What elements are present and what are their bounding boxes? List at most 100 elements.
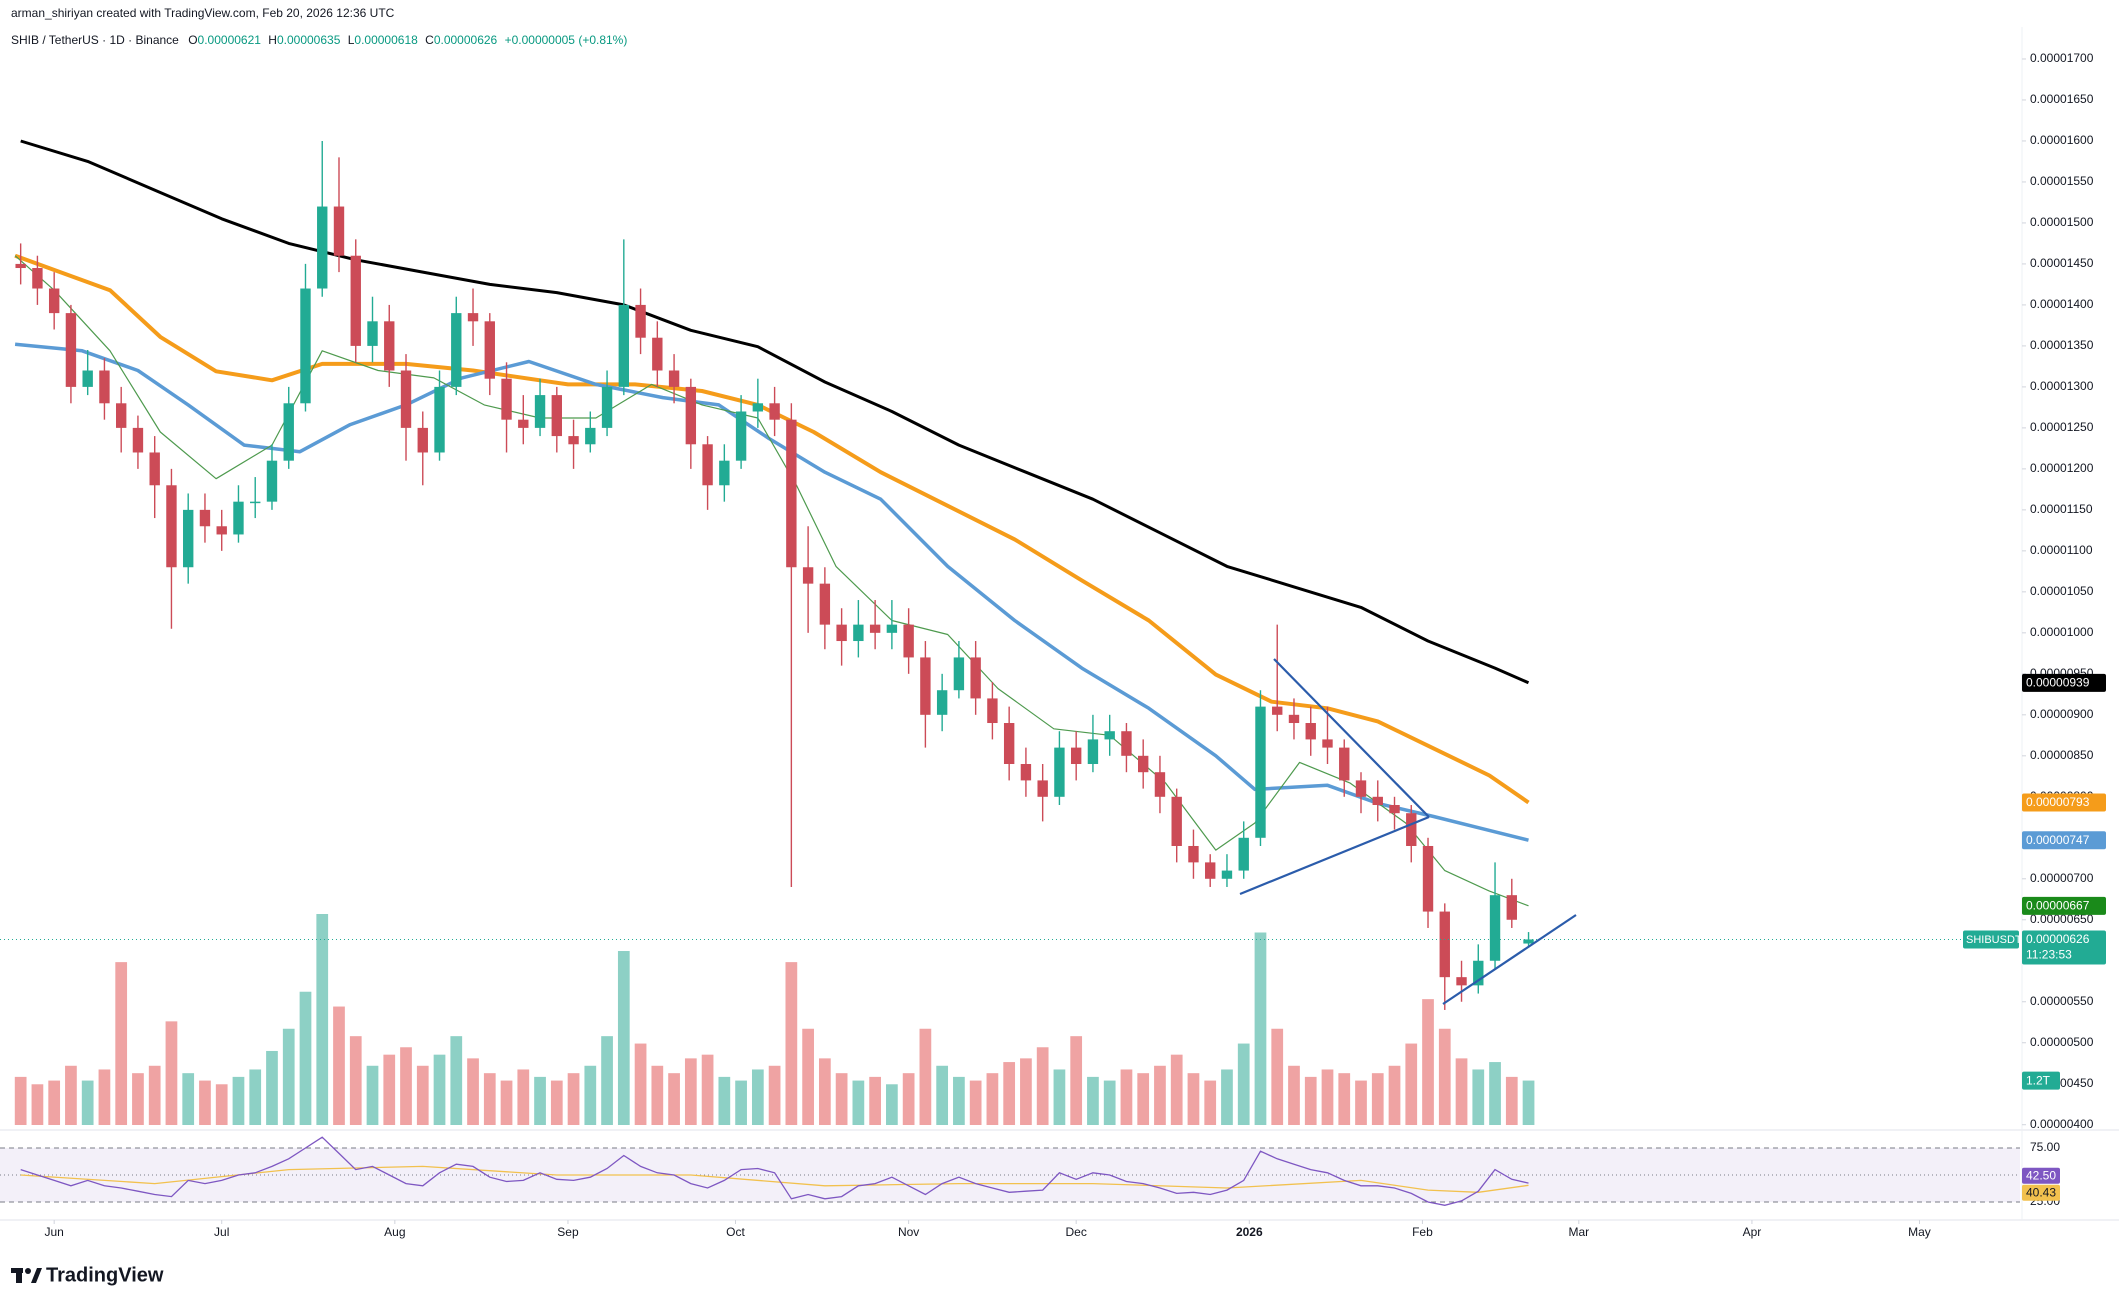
ma-value-tag: 0.00000747 [2026, 833, 2090, 847]
ohlc-value: 0.00000626 [434, 33, 498, 47]
volume-bar [450, 1036, 463, 1125]
y-tick-label: 0.00001550 [2030, 174, 2094, 188]
candle-body [32, 268, 43, 289]
volume-bar [668, 1073, 680, 1125]
volume-bar [601, 1036, 613, 1125]
volume-bar [852, 1080, 865, 1125]
volume-bar [735, 1080, 747, 1125]
volume-bar [182, 1073, 195, 1125]
volume-bar [215, 1084, 228, 1125]
candle-body [15, 263, 26, 269]
moving-average-line [20, 139, 1530, 685]
candle-body [1138, 755, 1149, 773]
credit: arman_shiriyan created with TradingView.… [11, 6, 395, 20]
candle-body [853, 624, 864, 642]
candle-body [166, 485, 177, 568]
candle-body [752, 403, 764, 412]
volume-bar [718, 1076, 731, 1125]
volume-bar [1422, 999, 1434, 1125]
volume-bar [132, 1073, 144, 1125]
x-tick-label: Oct [726, 1225, 745, 1239]
price-tag: 0.00000626 [2026, 932, 2090, 946]
volume-bar [1489, 1062, 1501, 1125]
volume-bar [835, 1073, 848, 1125]
volume-bar [969, 1080, 982, 1125]
y-tick-label: 0.00001700 [2030, 51, 2094, 65]
ma-value-tag: 0.00000793 [2026, 795, 2090, 809]
volume-bar [1103, 1080, 1116, 1125]
candle-body [216, 526, 227, 535]
candle-body [250, 501, 261, 504]
trendline [1442, 914, 1577, 1005]
ohlc-label: C [425, 33, 434, 47]
symbol: SHIB / TetherUS · 1D · Binance [11, 33, 179, 47]
x-tick-label: Apr [1743, 1225, 1762, 1239]
volume-bar [1003, 1062, 1016, 1125]
candle-body [1188, 845, 1199, 863]
candle-body [819, 583, 831, 625]
candle-body [400, 370, 412, 428]
ma-value-tag: 0.00000667 [2026, 899, 2090, 913]
volume-bar [1371, 1073, 1384, 1125]
y-tick-label: 0.00000650 [2030, 912, 2094, 926]
volume-bar [902, 1073, 915, 1125]
candle-body [300, 288, 311, 404]
volume-bar [1405, 1043, 1418, 1125]
candle-body [735, 411, 747, 461]
candle-body [869, 624, 881, 633]
volume-bar [266, 1050, 278, 1125]
candle-body [1054, 747, 1065, 797]
volume-bar [651, 1065, 664, 1125]
change: +0.00000005 (+0.81%) [505, 33, 628, 47]
volume-bar [148, 1065, 161, 1125]
rsi-ma-value-tag: 40.43 [2026, 1185, 2056, 1199]
volume-bar [1170, 1054, 1183, 1125]
trendline [1239, 815, 1430, 896]
volume-bar [400, 1047, 412, 1125]
candle-body [1473, 960, 1484, 986]
ohlc-label: H [268, 33, 277, 47]
x-tick-label: 2026 [1236, 1225, 1263, 1239]
candle-body [1238, 837, 1249, 871]
volume-bar [953, 1076, 965, 1125]
volume-bar [550, 1080, 563, 1125]
candle-body [886, 624, 898, 633]
volume-bar [986, 1073, 999, 1125]
countdown: 11:23:53 [2026, 948, 2072, 962]
candle-body [618, 304, 630, 387]
candle-body [1087, 739, 1099, 765]
candle-body [501, 378, 512, 420]
candle-body [518, 419, 529, 428]
y-tick-label: 0.00001600 [2030, 133, 2094, 147]
x-tick-label: Mar [1568, 1225, 1589, 1239]
candle-body [1439, 911, 1450, 978]
candle-body [534, 395, 546, 428]
candle-body [65, 313, 77, 387]
ohlc-label: L [348, 33, 355, 47]
ohlc-value: 0.00000618 [354, 33, 418, 47]
candle-body [1020, 764, 1032, 781]
volume-bar [517, 1069, 530, 1125]
volume-tag: 1.2T [2026, 1073, 2051, 1087]
candle-body [1339, 747, 1350, 781]
ma-value-tag: 0.00000939 [2026, 676, 2090, 690]
x-tick-label: Sep [557, 1225, 579, 1239]
volume-bar [500, 1080, 513, 1125]
candle-body [1221, 870, 1233, 879]
candle-body [1121, 731, 1132, 756]
candle-layer [0, 140, 2020, 1010]
y-tick-label: 0.00001100 [2030, 543, 2093, 557]
candle-body [551, 395, 562, 437]
volume-bar [1070, 1036, 1083, 1125]
candle-body [1456, 977, 1467, 986]
volume-bar [1338, 1073, 1351, 1125]
candle-body [384, 321, 395, 371]
candle-body [149, 452, 160, 486]
volume-bar [534, 1076, 546, 1125]
volume-bar [383, 1054, 396, 1125]
rsi-value-tag: 42.50 [2026, 1168, 2056, 1182]
ohlc-value: 0.00000621 [198, 33, 262, 47]
volume-bar [1020, 1058, 1032, 1125]
candle-body [183, 509, 194, 568]
y-tick-label: 0.00001150 [2030, 502, 2093, 516]
